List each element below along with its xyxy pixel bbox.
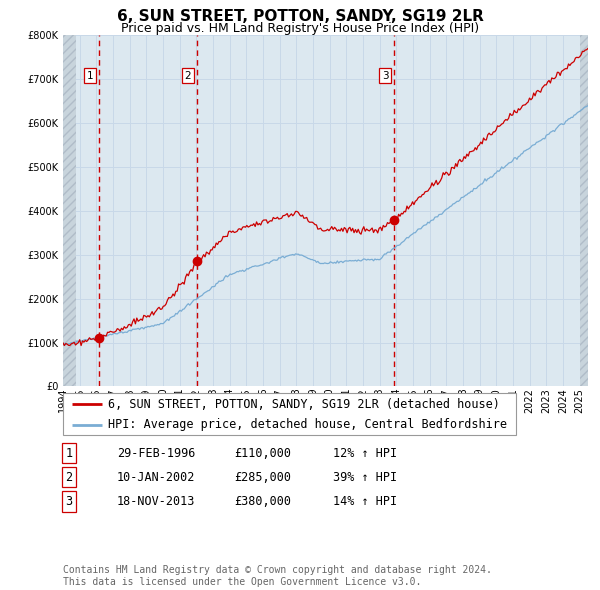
Text: 3: 3 — [65, 495, 73, 508]
Text: 10-JAN-2002: 10-JAN-2002 — [117, 471, 196, 484]
Text: £380,000: £380,000 — [234, 495, 291, 508]
Text: £285,000: £285,000 — [234, 471, 291, 484]
Text: 39% ↑ HPI: 39% ↑ HPI — [333, 471, 397, 484]
Text: 1: 1 — [86, 71, 93, 81]
Text: 12% ↑ HPI: 12% ↑ HPI — [333, 447, 397, 460]
Bar — [580, 35, 588, 386]
FancyBboxPatch shape — [63, 393, 516, 435]
Text: 2: 2 — [65, 471, 73, 484]
Text: Contains HM Land Registry data © Crown copyright and database right 2024.
This d: Contains HM Land Registry data © Crown c… — [63, 565, 492, 587]
Text: 14% ↑ HPI: 14% ↑ HPI — [333, 495, 397, 508]
Text: 18-NOV-2013: 18-NOV-2013 — [117, 495, 196, 508]
Text: 2: 2 — [184, 71, 191, 81]
Text: HPI: Average price, detached house, Central Bedfordshire: HPI: Average price, detached house, Cent… — [109, 418, 508, 431]
Text: 6, SUN STREET, POTTON, SANDY, SG19 2LR: 6, SUN STREET, POTTON, SANDY, SG19 2LR — [116, 9, 484, 24]
Text: 29-FEB-1996: 29-FEB-1996 — [117, 447, 196, 460]
Text: 6, SUN STREET, POTTON, SANDY, SG19 2LR (detached house): 6, SUN STREET, POTTON, SANDY, SG19 2LR (… — [109, 398, 500, 411]
Text: 3: 3 — [382, 71, 388, 81]
Text: £110,000: £110,000 — [234, 447, 291, 460]
Text: 1: 1 — [65, 447, 73, 460]
Bar — [63, 35, 76, 386]
Text: Price paid vs. HM Land Registry's House Price Index (HPI): Price paid vs. HM Land Registry's House … — [121, 22, 479, 35]
